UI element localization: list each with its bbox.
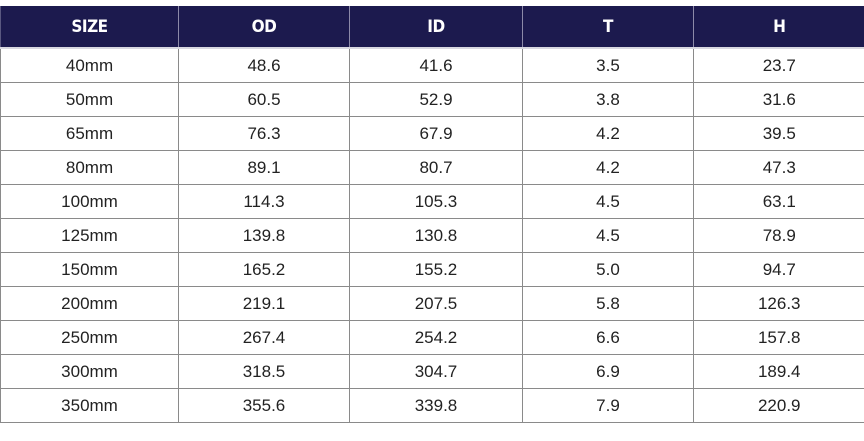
size-spec-table: SIZE OD ID T H 40mm 48.6 41.6 3.5 23.7 50mm 60… [0, 6, 864, 423]
cell-h: 31.6 [693, 82, 864, 117]
cell-size: 40mm [0, 47, 179, 83]
table-row: 150mm 165.2 155.2 5.0 94.7 [0, 252, 864, 287]
cell-size: 200mm [0, 286, 179, 321]
cell-size: 100mm [0, 184, 179, 219]
cell-od: 48.6 [178, 47, 350, 83]
size-spec-table-container: SIZE OD ID T H 40mm 48.6 41.6 3.5 23.7 50mm 60… [0, 6, 864, 423]
cell-h: 39.5 [693, 116, 864, 151]
cell-id: 105.3 [349, 184, 523, 219]
cell-id: 67.9 [349, 116, 523, 151]
table-row: 100mm 114.3 105.3 4.5 63.1 [0, 184, 864, 219]
cell-t: 5.8 [522, 286, 694, 321]
cell-od: 89.1 [178, 150, 350, 185]
cell-h: 220.9 [693, 388, 864, 423]
cell-size: 250mm [0, 320, 179, 355]
cell-size: 125mm [0, 218, 179, 253]
table-body: 40mm 48.6 41.6 3.5 23.7 50mm 60.5 52.9 3.8 31.6 65… [0, 47, 864, 423]
cell-od: 267.4 [178, 320, 350, 355]
cell-h: 23.7 [693, 47, 864, 83]
cell-id: 339.8 [349, 388, 523, 423]
table-row: 300mm 318.5 304.7 6.9 189.4 [0, 354, 864, 389]
cell-t: 6.6 [522, 320, 694, 355]
cell-t: 4.2 [522, 150, 694, 185]
column-header-id: ID [349, 6, 523, 49]
cell-h: 47.3 [693, 150, 864, 185]
cell-size: 300mm [0, 354, 179, 389]
cell-h: 189.4 [693, 354, 864, 389]
cell-size: 150mm [0, 252, 179, 287]
table-row: 200mm 219.1 207.5 5.8 126.3 [0, 286, 864, 321]
table-row: 65mm 76.3 67.9 4.2 39.5 [0, 116, 864, 151]
cell-t: 4.5 [522, 184, 694, 219]
cell-od: 139.8 [178, 218, 350, 253]
cell-od: 114.3 [178, 184, 350, 219]
table-row: 250mm 267.4 254.2 6.6 157.8 [0, 320, 864, 355]
cell-h: 126.3 [693, 286, 864, 321]
cell-h: 78.9 [693, 218, 864, 253]
table-row: 350mm 355.6 339.8 7.9 220.9 [0, 388, 864, 423]
cell-id: 130.8 [349, 218, 523, 253]
header-row: SIZE OD ID T H [0, 6, 864, 49]
column-header-h: H [693, 6, 864, 49]
cell-t: 6.9 [522, 354, 694, 389]
cell-t: 5.0 [522, 252, 694, 287]
cell-size: 80mm [0, 150, 179, 185]
table-row: 80mm 89.1 80.7 4.2 47.3 [0, 150, 864, 185]
column-header-od: OD [178, 6, 350, 49]
cell-id: 52.9 [349, 82, 523, 117]
cell-h: 63.1 [693, 184, 864, 219]
cell-id: 207.5 [349, 286, 523, 321]
cell-od: 318.5 [178, 354, 350, 389]
cell-t: 3.5 [522, 47, 694, 83]
table-row: 40mm 48.6 41.6 3.5 23.7 [0, 47, 864, 83]
cell-id: 80.7 [349, 150, 523, 185]
cell-od: 219.1 [178, 286, 350, 321]
column-header-size: SIZE [0, 6, 179, 49]
cell-t: 3.8 [522, 82, 694, 117]
cell-t: 4.2 [522, 116, 694, 151]
cell-h: 157.8 [693, 320, 864, 355]
cell-size: 65mm [0, 116, 179, 151]
cell-od: 60.5 [178, 82, 350, 117]
cell-t: 7.9 [522, 388, 694, 423]
cell-t: 4.5 [522, 218, 694, 253]
cell-id: 254.2 [349, 320, 523, 355]
cell-od: 76.3 [178, 116, 350, 151]
table-row: 125mm 139.8 130.8 4.5 78.9 [0, 218, 864, 253]
cell-od: 165.2 [178, 252, 350, 287]
cell-id: 41.6 [349, 47, 523, 83]
table-row: 50mm 60.5 52.9 3.8 31.6 [0, 82, 864, 117]
cell-id: 304.7 [349, 354, 523, 389]
cell-size: 350mm [0, 388, 179, 423]
column-header-t: T [522, 6, 694, 49]
table-header: SIZE OD ID T H [0, 6, 864, 49]
cell-id: 155.2 [349, 252, 523, 287]
cell-h: 94.7 [693, 252, 864, 287]
cell-od: 355.6 [178, 388, 350, 423]
cell-size: 50mm [0, 82, 179, 117]
